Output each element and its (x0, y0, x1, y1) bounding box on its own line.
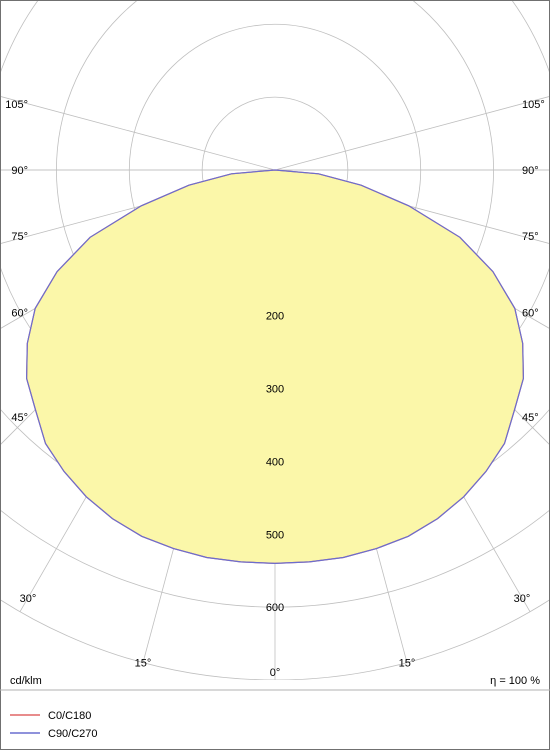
angle-label: 90° (11, 165, 28, 177)
angle-label: 105° (522, 99, 545, 111)
angle-label: 75° (522, 231, 539, 243)
polar-chart-svg: 200 300 400 500 600 0° 15° 15° 30° 30° 45° 45° 60° 60… (0, 0, 550, 750)
efficiency-label: η = 100 % (490, 675, 540, 687)
unit-label: cd/klm (10, 675, 42, 687)
ring-label: 300 (266, 384, 284, 396)
angle-label: 15° (135, 658, 152, 670)
angle-label: 45° (522, 412, 539, 424)
angle-label: 90° (522, 165, 539, 177)
ring-label: 600 (266, 602, 284, 614)
legend-label: C0/C180 (48, 710, 91, 722)
angle-label: 105° (5, 99, 28, 111)
angle-label: 45° (11, 412, 28, 424)
angle-label: 0° (270, 667, 281, 679)
polar-chart-container: 200 300 400 500 600 0° 15° 15° 30° 30° 45° 45° 60° 60… (0, 0, 550, 750)
ring-label: 400 (266, 456, 284, 468)
angle-label: 60° (11, 308, 28, 320)
angle-label: 60° (522, 308, 539, 320)
angle-label: 30° (514, 593, 531, 605)
angle-label: 75° (11, 231, 28, 243)
ring-label: 500 (266, 529, 284, 541)
ring-label: 200 (266, 311, 284, 323)
legend-label: C90/C270 (48, 728, 98, 740)
angle-label: 15° (399, 658, 416, 670)
angle-label: 30° (20, 593, 37, 605)
